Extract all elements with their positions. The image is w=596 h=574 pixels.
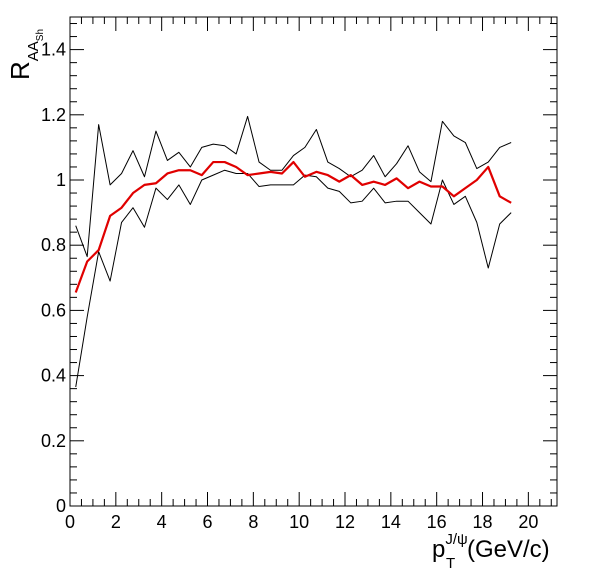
x-tick-label: 18 xyxy=(473,512,493,532)
x-tick-label: 2 xyxy=(111,512,121,532)
y-tick-label: 1.2 xyxy=(41,105,66,125)
series-line-lower-band xyxy=(75,169,512,388)
y-axis-title-main: R xyxy=(5,61,35,80)
x-axis-title-main: p xyxy=(432,536,445,563)
x-tick-label: 0 xyxy=(65,512,75,532)
x-tick-label: 12 xyxy=(335,512,355,532)
x-tick-label: 4 xyxy=(157,512,167,532)
x-tick-label: 20 xyxy=(518,512,538,532)
series-line-central xyxy=(74,160,512,293)
y-tick-label: 0 xyxy=(56,496,66,516)
y-tick-label: 0.8 xyxy=(41,235,66,255)
x-tick-label: 6 xyxy=(202,512,212,532)
y-tick-label: 0.4 xyxy=(41,366,66,386)
axis-ticks xyxy=(69,17,557,507)
y-axis-title-subscript: AA xyxy=(25,41,42,61)
x-axis-title-subscript: T xyxy=(446,555,455,572)
y-tick-label: 1.4 xyxy=(41,40,66,60)
x-tick-label: 8 xyxy=(248,512,258,532)
plot-area-border xyxy=(69,16,558,507)
y-axis-title-subsubscript: Sh xyxy=(35,29,46,41)
tick-labels: 0 2 4 6 8 10 12 14 16 18 20 0 0.2 0.4 0.6 0.8 1 1.2 1.4 xyxy=(41,40,538,532)
y-tick-label: 1 xyxy=(56,170,66,190)
x-axis-title-superscript: J/ψ xyxy=(445,531,467,548)
x-axis-title: pJ/ψ T (GeV/c) xyxy=(432,531,550,572)
series-lines xyxy=(74,115,512,388)
y-tick-label: 0.2 xyxy=(41,431,66,451)
y-tick-label: 0.6 xyxy=(41,300,66,320)
x-tick-label: 10 xyxy=(289,512,309,532)
x-axis-title-unit: (GeV/c) xyxy=(467,536,550,563)
x-tick-label: 14 xyxy=(381,512,401,532)
x-tick-label: 16 xyxy=(427,512,447,532)
y-axis-title: RAASh xyxy=(5,29,46,80)
plot-frame xyxy=(69,16,558,507)
series-line-upper-band xyxy=(75,115,512,258)
